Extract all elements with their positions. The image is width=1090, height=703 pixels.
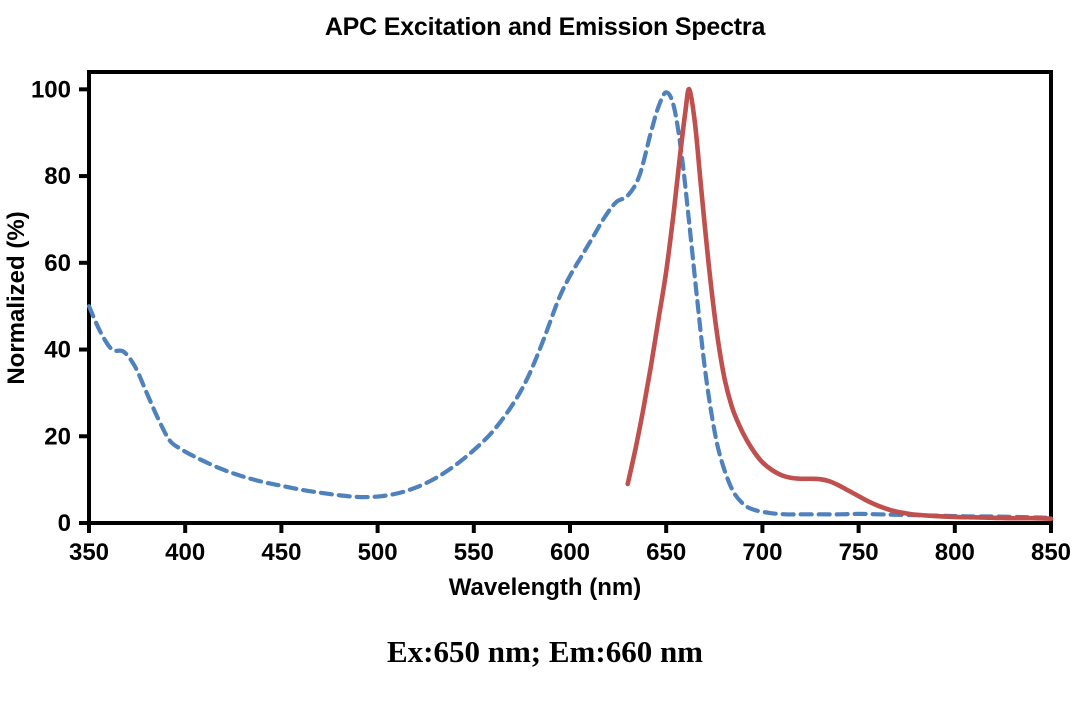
y-axis-title: Normalized (%) [3,211,30,384]
y-tick-label: 20 [44,423,71,450]
x-tick-label: 400 [165,539,205,566]
y-axis-tick-labels: 0 20 40 60 80 100 [31,76,71,537]
y-tick-label: 0 [58,510,71,537]
x-tick-label: 750 [839,539,879,566]
plot-frame [87,70,1053,525]
x-tick-label: 650 [646,539,686,566]
y-tick-label: 80 [44,163,71,190]
y-tick-label: 100 [31,76,71,103]
x-axis-title: Wavelength (nm) [449,574,641,601]
series-line-excitation [86,90,1054,520]
x-tick-label: 700 [742,539,782,566]
x-tick-label: 850 [1031,539,1071,566]
series-line-emission [625,86,1054,521]
figure-caption: Ex:650 nm; Em:660 nm [386,634,704,669]
y-tick-label: 40 [44,337,71,364]
x-tick-label: 550 [454,539,494,566]
series-group [86,86,1054,521]
y-tick-label: 60 [44,250,71,277]
x-tick-label: 500 [358,539,398,566]
x-axis-tick-labels: 350 400 450 500 550 600 650 700 750 800 850 [69,539,1071,566]
axis-tick-marks [79,87,1053,533]
x-tick-label: 350 [69,539,109,566]
x-tick-label: 450 [261,539,301,566]
page-title: APC Excitation and Emission Spectra [324,13,766,41]
x-tick-label: 600 [550,539,590,566]
x-tick-label: 800 [935,539,975,566]
